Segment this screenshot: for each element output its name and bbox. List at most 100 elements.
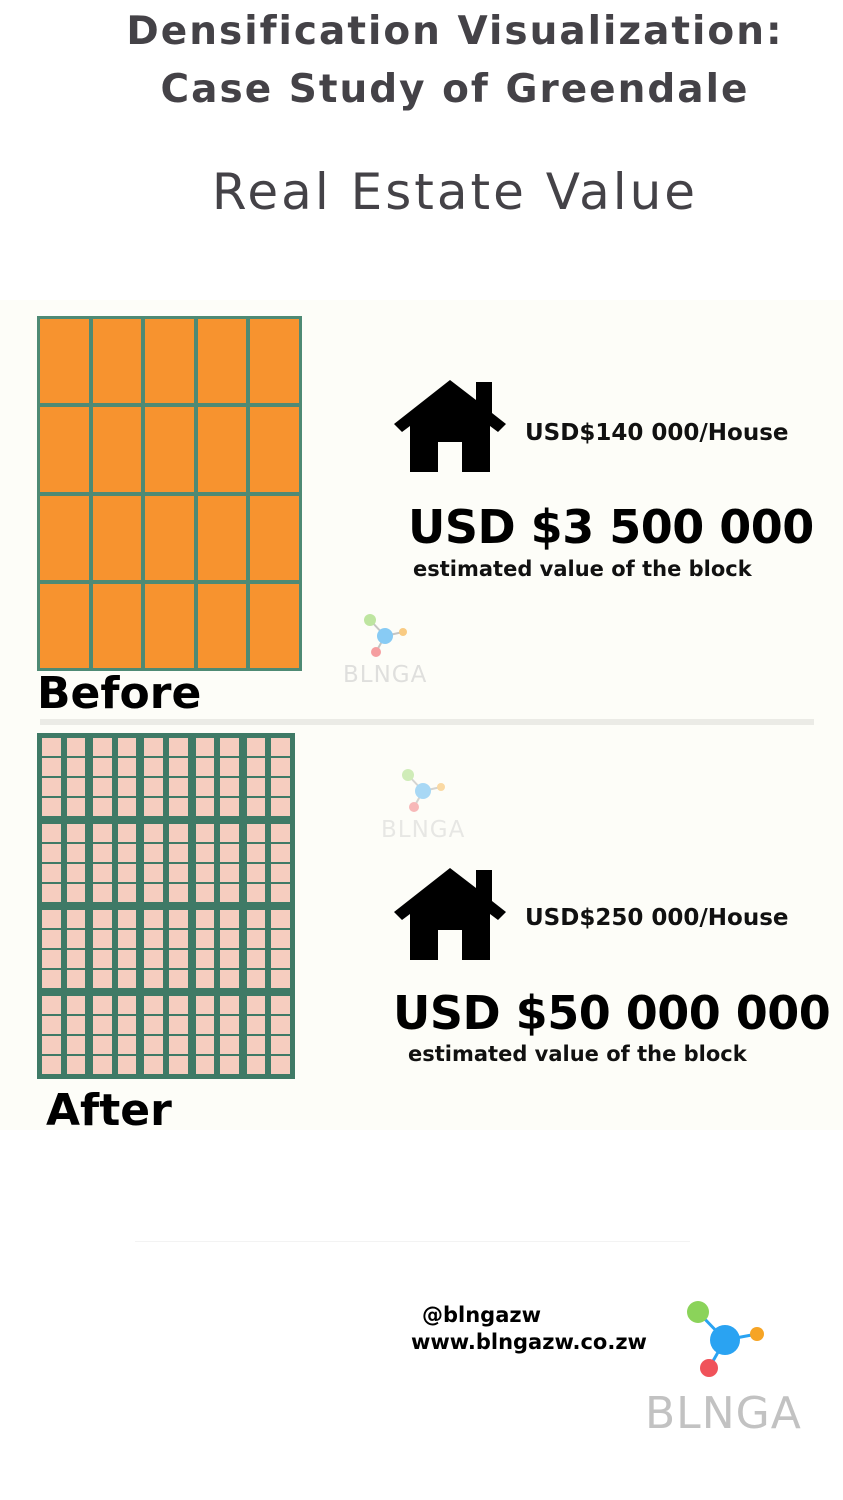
housing-unit [168, 738, 188, 756]
housing-unit [246, 1056, 266, 1074]
housing-unit [93, 884, 112, 902]
unit-column [246, 996, 266, 1074]
housing-unit [144, 798, 163, 816]
logo-text: BLNGA [645, 1388, 802, 1439]
housing-unit [42, 844, 61, 862]
housing-unit [168, 950, 188, 968]
house-plot [40, 583, 89, 668]
blnga-logo: BLNGA [640, 1298, 820, 1439]
housing-unit [93, 798, 112, 816]
housing-unit [66, 970, 86, 988]
densified-plot [91, 822, 138, 904]
unit-column [117, 738, 137, 816]
housing-unit [220, 738, 239, 756]
housing-unit [144, 1036, 163, 1054]
housing-unit [117, 910, 137, 928]
housing-unit [117, 884, 137, 902]
densified-plot [40, 908, 87, 990]
housing-unit [168, 970, 188, 988]
densified-plot [40, 994, 87, 1076]
densified-plot [142, 908, 189, 990]
unit-column [144, 738, 163, 816]
house-plot [92, 495, 142, 580]
housing-unit [93, 778, 112, 796]
housing-unit [246, 910, 266, 928]
housing-unit [220, 864, 239, 882]
housing-unit [246, 950, 266, 968]
house-plot [145, 319, 194, 404]
housing-unit [66, 1016, 86, 1034]
housing-unit [195, 824, 215, 842]
housing-unit [66, 1036, 86, 1054]
housing-unit [117, 798, 137, 816]
housing-unit [271, 1056, 290, 1074]
molecule-icon [402, 769, 445, 812]
unit-column [168, 738, 188, 816]
before-value-note: estimated value of the block [413, 557, 752, 581]
densified-plot [245, 736, 292, 818]
housing-unit [42, 778, 61, 796]
housing-unit [271, 1016, 290, 1034]
unit-column [220, 996, 239, 1074]
housing-unit [66, 824, 86, 842]
housing-unit [66, 950, 86, 968]
unit-column [246, 738, 266, 816]
housing-unit [271, 910, 290, 928]
unit-column [42, 824, 61, 902]
housing-unit [220, 930, 239, 948]
housing-unit [168, 864, 188, 882]
housing-unit [195, 930, 215, 948]
densified-plot [91, 994, 138, 1076]
housing-unit [220, 950, 239, 968]
after-value-note: estimated value of the block [408, 1042, 747, 1066]
housing-unit [271, 950, 290, 968]
housing-unit [42, 1056, 61, 1074]
housing-unit [144, 884, 163, 902]
unit-column [42, 910, 61, 988]
housing-unit [220, 970, 239, 988]
housing-unit [42, 758, 61, 776]
housing-unit [271, 738, 290, 756]
housing-unit [168, 996, 188, 1014]
footer-divider [135, 1241, 690, 1242]
housing-unit [168, 844, 188, 862]
densified-plot [245, 908, 292, 990]
housing-unit [220, 1036, 239, 1054]
unit-column [93, 996, 112, 1074]
housing-unit [144, 1056, 163, 1074]
housing-unit [93, 1056, 112, 1074]
housing-unit [66, 884, 86, 902]
housing-unit [93, 738, 112, 756]
housing-unit [168, 758, 188, 776]
densified-plot [194, 822, 241, 904]
unit-column [195, 738, 215, 816]
densified-plot [194, 736, 241, 818]
housing-unit [93, 844, 112, 862]
housing-unit [168, 778, 188, 796]
housing-unit [66, 844, 86, 862]
unit-column [93, 824, 112, 902]
housing-unit [144, 996, 163, 1014]
housing-unit [144, 1016, 163, 1034]
housing-unit [168, 910, 188, 928]
website-link[interactable]: www.blngazw.co.zw [411, 1330, 647, 1354]
unit-column [93, 910, 112, 988]
housing-unit [144, 824, 163, 842]
section-divider [40, 719, 814, 725]
housing-unit [246, 758, 266, 776]
housing-unit [117, 778, 137, 796]
house-plot [250, 319, 299, 404]
housing-unit [93, 996, 112, 1014]
housing-unit [271, 798, 290, 816]
housing-unit [246, 1016, 266, 1034]
unit-column [66, 910, 86, 988]
housing-unit [144, 844, 163, 862]
housing-unit [117, 844, 137, 862]
housing-unit [117, 1056, 137, 1074]
housing-unit [144, 930, 163, 948]
housing-unit [93, 910, 112, 928]
house-plot [92, 407, 142, 492]
unit-column [66, 738, 86, 816]
densified-plot [142, 736, 189, 818]
housing-unit [168, 1056, 188, 1074]
